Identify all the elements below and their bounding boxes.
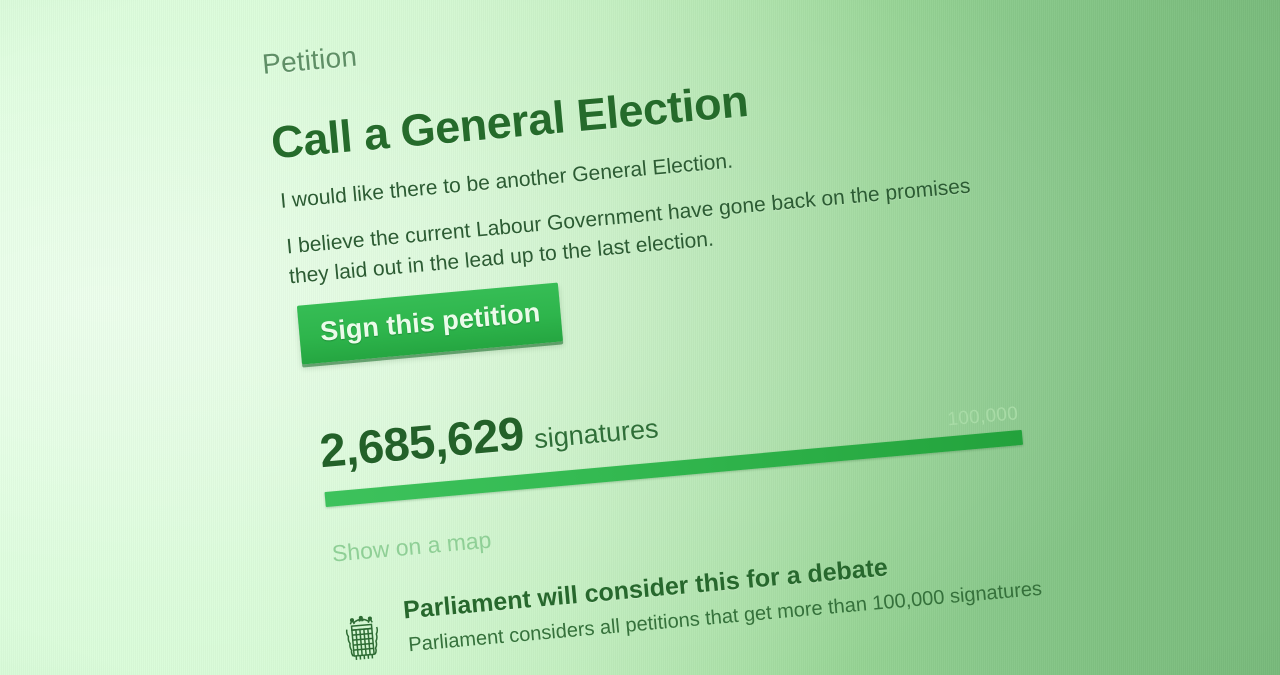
debate-threshold-section: Parliament will consider this for a deba… <box>333 525 1090 660</box>
show-on-a-map-link[interactable]: Show on a map <box>330 526 493 567</box>
signature-count: 2,685,629 <box>317 406 526 478</box>
progress-goal-label: 100,000 <box>946 403 1019 431</box>
signature-count-row: 2,685,629 signatures <box>317 393 660 478</box>
signature-count-unit: signatures <box>532 413 660 455</box>
sign-this-petition-button[interactable]: Sign this petition <box>296 282 563 365</box>
portcullis-icon <box>341 613 385 664</box>
page-eyebrow-label: Petition <box>260 40 359 80</box>
